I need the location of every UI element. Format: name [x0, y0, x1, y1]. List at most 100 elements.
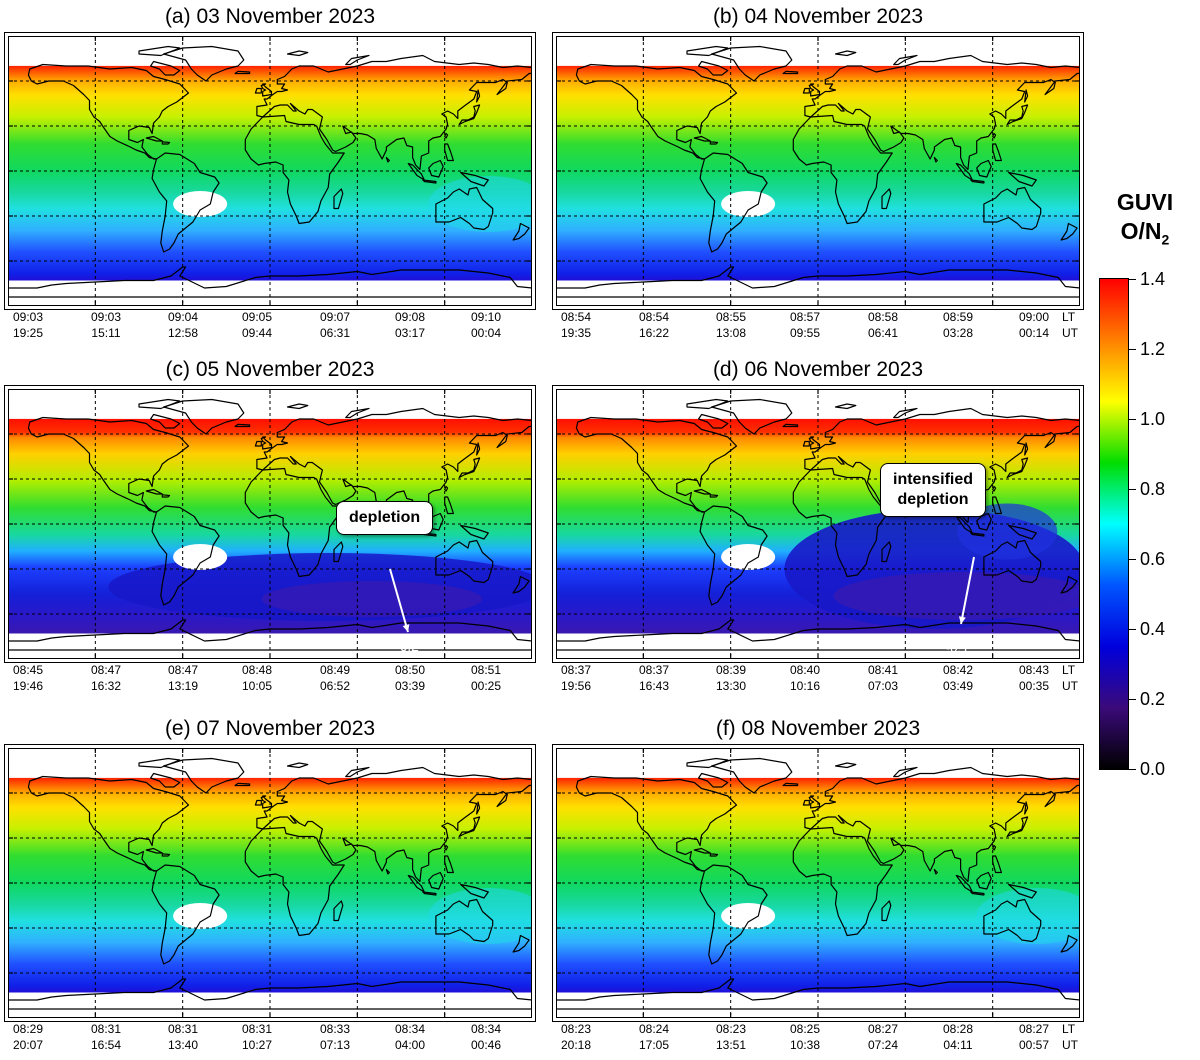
coastline-greenland: [711, 398, 793, 435]
coastlines: [8, 757, 532, 1010]
colorbar-tick-label: 1.0: [1140, 409, 1166, 429]
universal-time-label: 03:49: [942, 679, 974, 693]
universal-time-label: 13:30: [715, 679, 747, 693]
universal-time-label: 13:51: [715, 1038, 747, 1052]
local-time-label: 08:27: [867, 1022, 899, 1036]
coastline-ellesmere: [138, 45, 181, 57]
universal-time-label: 19:46: [12, 679, 44, 693]
coastline-borneo: [976, 871, 992, 890]
coastline-antarctica: [8, 266, 532, 298]
coastline-samerica: [699, 864, 768, 965]
coastline-borneo: [976, 512, 992, 531]
local-time-label: 08:40: [789, 663, 821, 677]
universal-time-label: 16:43: [638, 679, 670, 693]
coastline-uk: [260, 83, 273, 97]
coastline-uk: [808, 83, 821, 97]
coastline-madagascar: [333, 188, 344, 210]
coastline-africa: [244, 826, 345, 937]
coastline-uk: [260, 795, 273, 809]
local-time-label: 09:00: [1018, 310, 1050, 324]
coastline-png: [460, 524, 489, 540]
coastline-sumatra: [955, 162, 973, 181]
coastline-baffin: [698, 772, 729, 788]
local-time-label: 09:04: [167, 310, 199, 324]
coastline-japan: [458, 816, 481, 838]
coastline-greenland: [163, 45, 245, 82]
coastline-sri: [385, 156, 390, 163]
lt-label: LT: [1062, 1022, 1076, 1036]
colorbar-title-line1: GUVI: [1116, 189, 1174, 215]
ut-label: UT: [1062, 679, 1078, 693]
coastline-novaya: [893, 54, 918, 66]
coastline-svalbard: [834, 50, 857, 57]
coastline-nz: [512, 222, 530, 241]
universal-time-label: 00:35: [1018, 679, 1050, 693]
colorbar-tick: [1128, 769, 1136, 770]
coastline-ellesmere: [686, 757, 729, 769]
coastline-nz: [512, 934, 530, 953]
coastline-svalbard: [286, 50, 309, 57]
panel-title: (b) 04 November 2023: [712, 5, 924, 28]
time-label-pair: 09:04 12:58: [161, 309, 205, 341]
colorbar-title-line2: O/N2: [1120, 218, 1170, 248]
coastline-antarctica: [556, 266, 1080, 298]
coastline-eurasia: [804, 54, 1080, 171]
universal-time-label: 19:25: [12, 326, 44, 340]
local-time-label: 08:25: [789, 1022, 821, 1036]
coastline-uk: [260, 436, 273, 450]
coastline-samerica: [151, 505, 220, 606]
local-time-label: 09:10: [470, 310, 502, 324]
coastline-greenland: [711, 757, 793, 794]
coastline-nz: [512, 575, 530, 594]
time-label-pair: 08:28 04:11: [936, 1021, 980, 1053]
coastline-madagascar: [333, 541, 344, 563]
time-label-pair: 08:47 13:19: [161, 662, 205, 694]
colorbar-tick: [1128, 629, 1136, 630]
depletion-core: [261, 581, 482, 617]
colorbar-tick: [1128, 559, 1136, 560]
coastline-svalbard: [834, 403, 857, 410]
grid: [556, 748, 1080, 1018]
local-time-label: 08:33: [319, 1022, 351, 1036]
depletion-arrow: [958, 616, 966, 624]
time-label-pair: 08:40 10:16: [783, 662, 827, 694]
coastline-png: [1008, 171, 1037, 187]
coastline-svalbard: [286, 762, 309, 769]
local-time-label: 08:43: [1018, 663, 1050, 677]
coastline-png: [1008, 524, 1037, 540]
coastline-namerica: [27, 775, 190, 872]
coastline-borneo: [428, 159, 444, 178]
local-time-label: 08:24: [638, 1022, 670, 1036]
high-latitude-blue-region: [428, 888, 532, 944]
ut-label: UT: [1062, 1038, 1078, 1052]
time-labels: 08:54 19:35 08:54 16:22 08:55 13:08 08:57 09:55…: [552, 309, 1092, 345]
lt-ut-legend: LT UT: [1062, 662, 1086, 694]
coastline-iceland: [234, 782, 251, 787]
time-label-pair: 08:39 13:30: [709, 662, 753, 694]
local-time-label: 08:54: [560, 310, 592, 324]
coastline-taiwan: [444, 844, 449, 851]
high-latitude-blue-region: [976, 888, 1080, 944]
time-label-pair: 09:00 00:14: [1012, 309, 1056, 341]
local-time-label: 08:23: [560, 1022, 592, 1036]
coastline-madagascar: [881, 541, 892, 563]
local-time-label: 08:31: [90, 1022, 122, 1036]
time-label-pair: 08:24 17:05: [632, 1021, 676, 1053]
time-label-pair: 09:05 09:44: [235, 309, 279, 341]
coastline-antarctica: [556, 978, 1080, 1010]
coastline-cuba: [693, 135, 711, 142]
time-label-pair: 08:37 16:43: [632, 662, 676, 694]
coastline-africa: [244, 467, 345, 578]
coastline-madagascar: [881, 900, 892, 922]
local-time-label: 08:37: [638, 663, 670, 677]
panel-title: (f) 08 November 2023: [715, 717, 921, 740]
time-label-pair: 08:58 06:41: [861, 309, 905, 341]
coastline-antarctica: [556, 619, 1080, 651]
coastline-hispaniola: [709, 141, 719, 145]
map-frame: [4, 32, 536, 310]
map-plot: [8, 748, 532, 1018]
coastline-java: [422, 179, 437, 184]
local-time-label: 08:23: [715, 1022, 747, 1036]
time-labels: 08:29 20:07 08:31 16:54 08:31 13:40 08:31 10:27…: [4, 1021, 544, 1057]
coastline-hispaniola: [161, 141, 171, 145]
